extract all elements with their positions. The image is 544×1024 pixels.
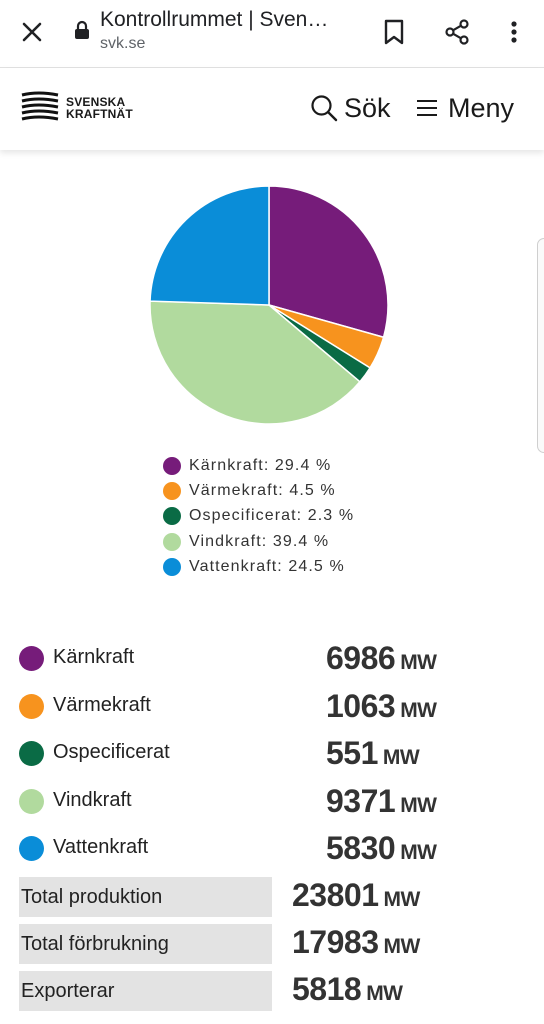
- pie-svg: [149, 185, 389, 425]
- total-value-unit: MW: [383, 888, 420, 911]
- search-label: Sök: [344, 92, 391, 123]
- legend-item[interactable]: Kärnkraft: 29.4 %: [163, 453, 403, 478]
- total-label-box: Total förbrukning: [19, 924, 272, 964]
- pie-slice-vindkraft[interactable]: [149, 300, 361, 425]
- total-row: Total produktion 23801 MW: [0, 877, 544, 923]
- source-value: 5830 MW: [326, 830, 437, 867]
- source-color-dot: [19, 646, 44, 671]
- source-color-dot: [19, 788, 44, 814]
- logo-line-2: KRAFTNÄT: [66, 107, 133, 121]
- source-label: Ospecificerat: [53, 741, 170, 763]
- legend-swatch: [163, 557, 181, 576]
- production-row: Vindkraft 9371 MW: [0, 779, 544, 827]
- source-value-number: 1063: [326, 687, 396, 724]
- address-bar[interactable]: Kontrollrummet | Sven… svk.se: [100, 6, 360, 54]
- chart-legend: Kärnkraft: 29.4 % Värmekraft: 4.5 % Ospeci…: [163, 453, 403, 579]
- source-value-unit: MW: [382, 746, 420, 769]
- legend-label: Vindkraft: 39.4 %: [189, 532, 330, 550]
- total-value-number: 23801: [292, 877, 379, 913]
- legend-swatch: [163, 532, 181, 551]
- source-value: 9371 MW: [326, 783, 437, 820]
- hamburger-icon: [417, 100, 437, 116]
- legend-label: Vattenkraft: 24.5 %: [189, 557, 345, 575]
- browser-toolbar: Kontrollrummet | Sven… svk.se: [0, 0, 544, 68]
- legend-swatch: [163, 456, 181, 475]
- pie-slice-vattenkraft[interactable]: [149, 185, 270, 306]
- svenska-kraftnat-logo[interactable]: SVENSKA KRAFTNÄT: [20, 90, 140, 126]
- page-title: Kontrollrummet | Sven…: [100, 8, 329, 31]
- logo-text: SVENSKA KRAFTNÄT: [66, 96, 133, 120]
- menu-label: Meny: [448, 92, 515, 123]
- source-value-number: 9371: [326, 782, 396, 819]
- total-row: Exporterar 5818 MW: [0, 971, 544, 1017]
- total-label: Total produktion: [21, 885, 163, 908]
- source-value-unit: MW: [400, 651, 437, 674]
- source-color-dot: [19, 741, 44, 766]
- source-value: 551 MW: [326, 735, 420, 772]
- close-icon[interactable]: [12, 12, 52, 52]
- total-value-unit: MW: [383, 935, 420, 958]
- logo-mark-icon: [21, 91, 59, 121]
- source-value-number: 551: [326, 735, 378, 771]
- source-label: Värmekraft: [53, 693, 151, 716]
- source-value-number: 6986: [326, 640, 396, 676]
- total-row: Total förbrukning 17983 MW: [0, 924, 544, 970]
- legend-label: Kärnkraft: 29.4 %: [189, 456, 332, 474]
- legend-item[interactable]: Vindkraft: 39.4 %: [163, 529, 403, 554]
- legend-swatch: [163, 507, 181, 526]
- menu-button[interactable]: Meny: [416, 90, 514, 126]
- source-label: Vindkraft: [53, 788, 132, 811]
- production-pie-chart: [140, 176, 398, 434]
- source-color-dot: [19, 836, 44, 861]
- source-value: 6986 MW: [326, 640, 437, 677]
- legend-label: Ospecificerat: 2.3 %: [189, 507, 355, 525]
- total-label-box: Total produktion: [19, 877, 272, 917]
- scroll-indicator[interactable]: [537, 238, 544, 453]
- source-label: Kärnkraft: [53, 646, 135, 668]
- production-row: Ospecificerat 551 MW: [0, 731, 544, 779]
- legend-item[interactable]: Ospecificerat: 2.3 %: [163, 504, 403, 529]
- legend-item[interactable]: Vattenkraft: 24.5 %: [163, 554, 403, 579]
- total-value-number: 17983: [292, 924, 379, 960]
- more-options-icon[interactable]: [494, 12, 534, 52]
- logo-line-1: SVENSKA: [66, 95, 126, 109]
- total-label: Total förbrukning: [21, 932, 169, 955]
- source-color-dot: [19, 693, 44, 719]
- total-value: 17983 MW: [292, 924, 420, 961]
- total-value: 23801 MW: [292, 877, 420, 914]
- source-value-unit: MW: [400, 841, 437, 864]
- search-icon: [311, 95, 338, 122]
- bookmark-icon[interactable]: [374, 12, 414, 52]
- share-icon[interactable]: [437, 12, 477, 52]
- production-row: Värmekraft 1063 MW: [0, 684, 544, 732]
- lock-icon: [74, 20, 90, 40]
- source-value-unit: MW: [400, 698, 437, 722]
- production-row: Vattenkraft 5830 MW: [0, 826, 544, 874]
- production-row: Kärnkraft 6986 MW: [0, 636, 544, 684]
- source-value-number: 5830: [326, 830, 396, 866]
- total-value: 5818 MW: [292, 971, 403, 1008]
- total-value-unit: MW: [366, 982, 403, 1005]
- total-label-box: Exporterar: [19, 971, 272, 1011]
- source-label: Vattenkraft: [53, 836, 149, 858]
- source-value: 1063 MW: [326, 688, 437, 725]
- page-url: svk.se: [100, 35, 146, 52]
- pie-slice-kärnkraft[interactable]: [268, 185, 389, 339]
- source-value-unit: MW: [400, 793, 437, 817]
- legend-swatch: [163, 481, 181, 500]
- site-header: SVENSKA KRAFTNÄT Sök Meny: [0, 68, 544, 150]
- legend-item[interactable]: Värmekraft: 4.5 %: [163, 478, 403, 503]
- legend-label: Värmekraft: 4.5 %: [189, 481, 336, 499]
- search-button[interactable]: Sök: [310, 90, 391, 126]
- total-label: Exporterar: [21, 979, 115, 1002]
- total-value-number: 5818: [292, 971, 362, 1007]
